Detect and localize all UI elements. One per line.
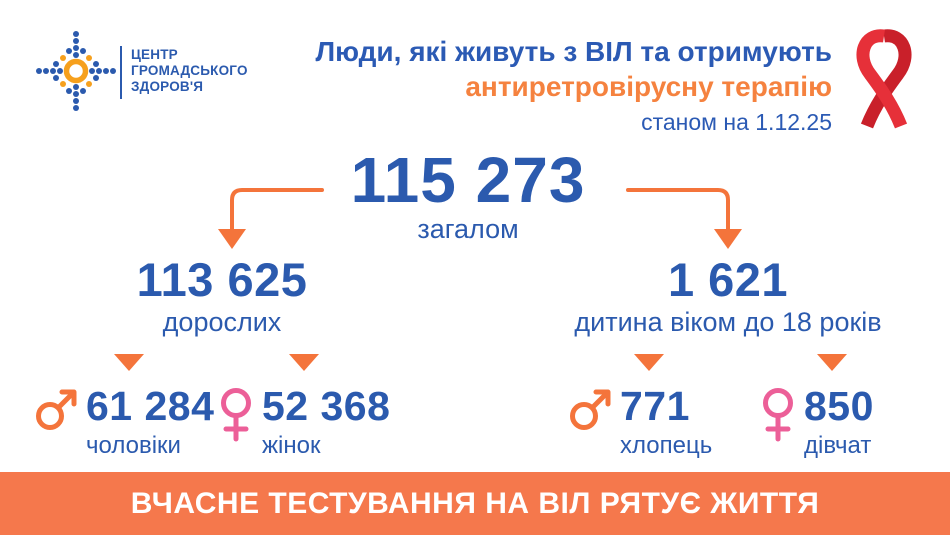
- bottom-banner: ВЧАСНЕ ТЕСТУВАННЯ НА ВІЛ РЯТУЄ ЖИТТЯ: [0, 472, 950, 535]
- down-triangle-icon: [289, 354, 319, 371]
- female-icon: [763, 388, 793, 442]
- total-block: 115 273 загалом: [0, 148, 936, 245]
- logo-org-name: ЦЕНТР ГРОМАДСЬКОГО ЗДОРОВ'Я: [131, 47, 248, 95]
- adults-value: 113 625: [136, 253, 308, 306]
- logo-org-line1: ЦЕНТР: [131, 47, 178, 62]
- men-label: чоловіки: [86, 432, 181, 459]
- stat-girls: 850 дівчат: [760, 386, 874, 460]
- adults-label: дорослих: [162, 307, 282, 337]
- male-icon: [36, 389, 77, 430]
- girls-label: дівчат: [804, 432, 872, 459]
- total-label: загалом: [417, 214, 519, 244]
- adults-branch: 113 625 дорослих: [137, 256, 308, 338]
- title-line1: Люди, які живуть з ВІЛ та отримують: [315, 36, 832, 67]
- red-ribbon-icon: [856, 29, 912, 129]
- men-value: 61 284: [86, 383, 215, 429]
- page-title: Люди, які живуть з ВІЛ та отримують анти…: [315, 36, 832, 136]
- stat-boys: 771 хлопець: [570, 386, 712, 460]
- women-value: 52 368: [262, 383, 391, 429]
- logo-org-line3: ЗДОРОВ'Я: [131, 79, 204, 94]
- logo-divider: [120, 46, 122, 99]
- title-line2: антиретровірусну терапію: [465, 71, 832, 102]
- boys-value: 771: [620, 383, 690, 429]
- banner-text: ВЧАСНЕ ТЕСТУВАННЯ НА ВІЛ РЯТУЄ ЖИТТЯ: [130, 486, 820, 520]
- total-value: 115 273: [350, 144, 586, 216]
- children-branch: 1 621 дитина віком до 18 років: [574, 256, 881, 338]
- logo-org-line2: ГРОМАДСЬКОГО: [131, 63, 248, 78]
- boys-label: хлопець: [620, 432, 713, 459]
- down-triangle-icon: [817, 354, 847, 371]
- stat-men: 61 284 чоловіки: [36, 386, 214, 460]
- public-health-center-logo-icon: [36, 31, 116, 111]
- down-triangle-icon: [634, 354, 664, 371]
- girls-value: 850: [804, 383, 874, 429]
- children-value: 1 621: [667, 253, 789, 306]
- women-label: жінок: [262, 432, 321, 459]
- children-label: дитина віком до 18 років: [574, 307, 882, 337]
- down-triangle-icon: [114, 354, 144, 371]
- stat-women: 52 368 жінок: [218, 386, 390, 460]
- title-as-of-date: станом на 1.12.25: [641, 109, 832, 135]
- male-icon: [570, 389, 611, 430]
- female-icon: [221, 388, 251, 442]
